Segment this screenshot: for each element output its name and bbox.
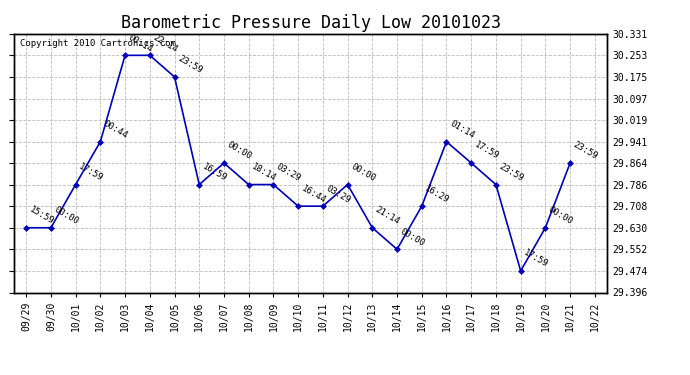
- Text: 17:59: 17:59: [77, 162, 105, 183]
- Text: 00:00: 00:00: [349, 162, 377, 183]
- Title: Barometric Pressure Daily Low 20101023: Barometric Pressure Daily Low 20101023: [121, 14, 500, 32]
- Text: 16:44: 16:44: [299, 183, 327, 205]
- Text: 18:14: 18:14: [250, 162, 278, 183]
- Text: 23:59: 23:59: [571, 140, 600, 162]
- Text: 00:00: 00:00: [546, 205, 575, 226]
- Text: 03:29: 03:29: [324, 183, 352, 205]
- Text: 00:14: 00:14: [126, 33, 155, 54]
- Text: 17:59: 17:59: [473, 140, 500, 162]
- Text: 00:00: 00:00: [52, 205, 80, 226]
- Text: 22:14: 22:14: [151, 33, 179, 54]
- Text: 15:59: 15:59: [28, 205, 55, 226]
- Text: 16:59: 16:59: [201, 162, 228, 183]
- Text: 01:14: 01:14: [448, 119, 475, 140]
- Text: 16:29: 16:29: [423, 183, 451, 205]
- Text: 00:00: 00:00: [226, 140, 253, 162]
- Text: 23:59: 23:59: [176, 54, 204, 75]
- Text: 03:29: 03:29: [275, 162, 303, 183]
- Text: 17:59: 17:59: [522, 248, 550, 270]
- Text: 00:00: 00:00: [398, 227, 426, 248]
- Text: 23:59: 23:59: [497, 162, 525, 183]
- Text: 21:14: 21:14: [374, 205, 402, 226]
- Text: 00:44: 00:44: [101, 119, 130, 140]
- Text: Copyright 2010 Cartronics.com: Copyright 2010 Cartronics.com: [20, 39, 176, 48]
